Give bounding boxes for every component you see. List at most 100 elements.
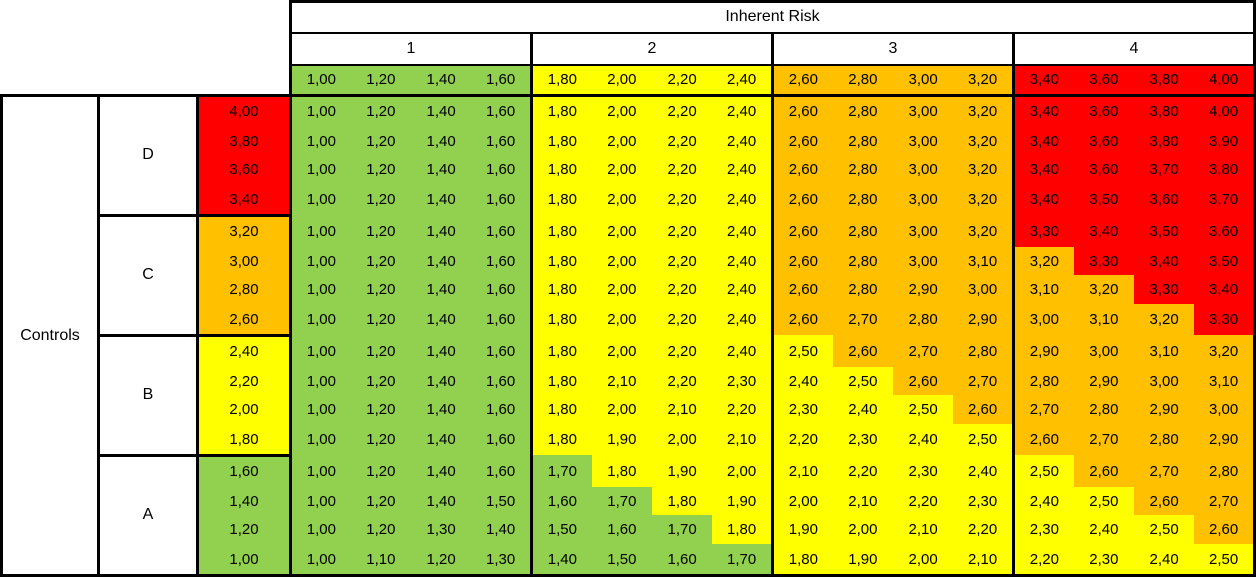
row-header-cell: 3,40 (196, 184, 292, 216)
matrix-cell: 1,20 (350, 395, 411, 425)
matrix-cell: 2,70 (1134, 455, 1195, 487)
matrix-cell: 2,10 (832, 486, 893, 516)
column-group-header: 2 (530, 31, 774, 66)
column-header-cell: 1,60 (471, 63, 532, 97)
matrix-cell: 2,90 (1011, 335, 1074, 367)
matrix-cell: 1,00 (288, 215, 351, 247)
column-header-cell: 2,80 (832, 63, 893, 97)
matrix-cell: 2,70 (1011, 395, 1074, 425)
matrix-cell: 1,70 (529, 455, 592, 487)
matrix-cell: 2,60 (770, 184, 833, 216)
matrix-cell: 3,40 (1011, 126, 1074, 156)
matrix-cell: 1,00 (288, 155, 351, 185)
matrix-cell: 1,20 (411, 544, 472, 577)
matrix-cell: 2,90 (893, 275, 954, 305)
matrix-cell: 2,00 (591, 215, 652, 247)
matrix-cell: 1,70 (591, 486, 652, 516)
row-header-cell: 4,00 (196, 93, 292, 127)
matrix-cell: 2,80 (953, 335, 1014, 367)
matrix-cell: 1,80 (529, 304, 592, 336)
matrix-cell: 1,00 (288, 95, 351, 127)
matrix-cell: 2,40 (712, 184, 773, 216)
matrix-cell: 2,50 (893, 395, 954, 425)
matrix-cell: 1,40 (411, 184, 472, 216)
matrix-cell: 3,80 (1134, 95, 1195, 127)
row-group-header: C (97, 213, 199, 337)
matrix-cell: 2,20 (1011, 544, 1074, 577)
matrix-cell: 2,00 (591, 335, 652, 367)
matrix-cell: 2,80 (1134, 424, 1195, 456)
matrix-cell: 2,60 (1134, 486, 1195, 516)
matrix-cell: 1,00 (288, 366, 351, 396)
matrix-cell: 2,30 (893, 455, 954, 487)
matrix-cell: 3,10 (953, 246, 1014, 276)
matrix-cell: 1,60 (471, 424, 532, 456)
matrix-cell: 1,40 (411, 215, 472, 247)
matrix-cell: 2,40 (712, 215, 773, 247)
matrix-cell: 2,20 (652, 184, 713, 216)
matrix-cell: 3,70 (1134, 155, 1195, 185)
matrix-cell: 1,80 (529, 215, 592, 247)
matrix-cell: 2,20 (652, 126, 713, 156)
matrix-cell: 1,60 (471, 155, 532, 185)
matrix-cell: 1,90 (652, 455, 713, 487)
column-group-header: 3 (771, 31, 1015, 66)
matrix-cell: 3,20 (953, 95, 1014, 127)
matrix-cell: 1,20 (350, 95, 411, 127)
matrix-cell: 2,60 (770, 215, 833, 247)
matrix-cell: 2,10 (893, 515, 954, 545)
matrix-cell: 2,20 (652, 366, 713, 396)
matrix-cell: 2,50 (832, 366, 893, 396)
matrix-cell: 1,40 (411, 126, 472, 156)
matrix-cell: 2,40 (712, 95, 773, 127)
matrix-cell: 2,40 (712, 246, 773, 276)
matrix-cell: 2,00 (591, 126, 652, 156)
matrix-cell: 3,00 (1011, 304, 1074, 336)
matrix-cell: 3,50 (1073, 184, 1134, 216)
matrix-cell: 2,30 (1011, 515, 1074, 545)
matrix-cell: 1,60 (471, 335, 532, 367)
matrix-cell: 1,30 (411, 515, 472, 545)
matrix-cell: 3,30 (1073, 246, 1134, 276)
matrix-cell: 2,40 (953, 455, 1014, 487)
matrix-cell: 1,40 (411, 155, 472, 185)
matrix-cell: 3,30 (1134, 275, 1195, 305)
matrix-cell: 2,80 (832, 215, 893, 247)
row-header-cell: 2,80 (196, 275, 292, 305)
matrix-cell: 3,40 (1011, 95, 1074, 127)
matrix-cell: 2,30 (770, 395, 833, 425)
column-header-cell: 4,00 (1194, 63, 1256, 97)
matrix-cell: 1,80 (529, 155, 592, 185)
matrix-cell: 1,20 (350, 215, 411, 247)
matrix-cell: 3,40 (1011, 155, 1074, 185)
matrix-cell: 3,40 (1134, 246, 1195, 276)
matrix-cell: 1,60 (471, 304, 532, 336)
matrix-cell: 2,40 (1134, 544, 1195, 577)
matrix-cell: 1,90 (832, 544, 893, 577)
matrix-cell: 4,00 (1194, 95, 1256, 127)
matrix-cell: 1,80 (529, 366, 592, 396)
row-header-cell: 3,80 (196, 126, 292, 156)
matrix-cell: 2,60 (770, 95, 833, 127)
matrix-cell: 2,00 (591, 246, 652, 276)
matrix-cell: 2,80 (832, 184, 893, 216)
matrix-cell: 1,40 (411, 455, 472, 487)
matrix-cell: 1,20 (350, 366, 411, 396)
matrix-cell: 1,80 (591, 455, 652, 487)
matrix-cell: 2,60 (893, 366, 954, 396)
matrix-cell: 3,10 (1011, 275, 1074, 305)
matrix-cell: 3,20 (953, 184, 1014, 216)
row-header-cell: 1,60 (196, 453, 292, 487)
matrix-cell: 2,00 (712, 455, 773, 487)
matrix-cell: 3,90 (1194, 126, 1256, 156)
row-header-cell: 2,20 (196, 366, 292, 396)
matrix-cell: 2,20 (893, 486, 954, 516)
matrix-cell: 1,60 (529, 486, 592, 516)
matrix-cell: 1,20 (350, 304, 411, 336)
matrix-cell: 2,20 (953, 515, 1014, 545)
column-header-cell: 1,20 (350, 63, 411, 97)
matrix-cell: 2,70 (832, 304, 893, 336)
matrix-cell: 2,40 (893, 424, 954, 456)
row-header-cell: 2,00 (196, 395, 292, 425)
matrix-cell: 1,90 (591, 424, 652, 456)
